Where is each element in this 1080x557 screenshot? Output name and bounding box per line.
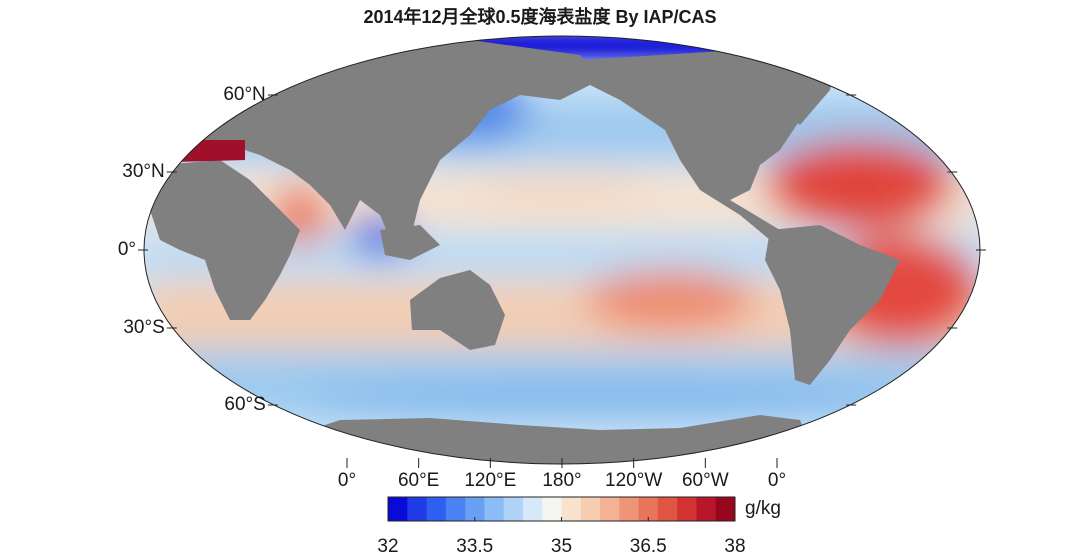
colorbar-tick-label: 32 (377, 536, 398, 557)
colorbar-segment (503, 497, 524, 521)
lon-label: 60°W (682, 470, 729, 491)
colorbar-segment (677, 497, 697, 521)
colorbar-segment (715, 497, 736, 521)
colorbar-segment (426, 497, 447, 521)
lon-label: 0° (338, 470, 356, 491)
colorbar-tick-label: 38 (724, 536, 745, 557)
colorbar-tick-label: 36.5 (630, 536, 667, 557)
lat-label: 60°S (224, 394, 265, 415)
colorbar-segment (600, 497, 620, 521)
lat-label: 60°N (223, 84, 265, 105)
colorbar-segment (580, 497, 601, 521)
axis-labels: 60°N 30°N 0° 30°S 60°S 0° 60°E 120°E 180° 120°W 60… (118, 84, 986, 491)
lon-label: 120°E (464, 470, 516, 491)
colorbar-segment (542, 497, 562, 521)
africa (150, 160, 300, 320)
lat-label: 0° (118, 239, 136, 260)
colorbar-segment (619, 497, 640, 521)
lon-label: 120°W (605, 470, 662, 491)
colorbar: 32 33.5 35 36.5 38g/kg (377, 496, 781, 557)
lat-label: 30°N (122, 161, 164, 182)
colorbar-segment (657, 497, 678, 521)
north-america (580, 50, 800, 240)
colorbar-segment (638, 497, 659, 521)
colorbar-segment (465, 497, 485, 521)
colorbar-segment (522, 497, 543, 521)
lon-label: 180° (542, 470, 581, 491)
colorbar-segment (696, 497, 717, 521)
colorbar-tick-label: 33.5 (456, 536, 493, 557)
maritime-continent (380, 225, 440, 260)
title: 2014年12月全球0.5度海表盐度 By IAP/CAS (363, 6, 716, 27)
lon-label: 0° (768, 470, 786, 491)
colorbar-segment (445, 497, 466, 521)
colorbar-segment (561, 497, 582, 521)
south-america (765, 225, 900, 385)
lat-label: 30°S (123, 317, 164, 338)
map (144, 36, 980, 464)
colorbar-segment (388, 497, 408, 521)
colorbar-segment (484, 497, 505, 521)
colorbar-unit: g/kg (745, 498, 781, 519)
colorbar-segment (407, 497, 428, 521)
lon-label: 60°E (398, 470, 439, 491)
colorbar-tick-label: 35 (551, 536, 572, 557)
mediterranean (165, 140, 245, 162)
australia (410, 270, 505, 350)
